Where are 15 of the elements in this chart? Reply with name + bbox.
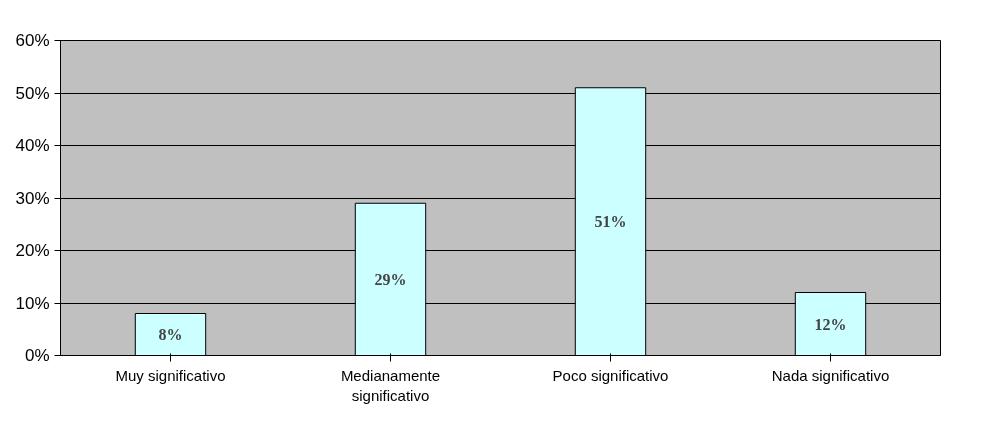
y-tick-label: 10% [15, 293, 50, 313]
y-tick-label: 60% [15, 31, 50, 50]
y-tick-label: 20% [15, 241, 50, 260]
x-tick-label: Poco significativo [552, 366, 669, 384]
y-tick-label: 50% [15, 83, 50, 103]
data-label: 29% [374, 270, 407, 288]
x-tick-label: Muy significativo [115, 366, 226, 384]
x-tick-label: Medianamente significativo [340, 366, 441, 404]
data-label: 12% [814, 315, 847, 333]
y-tick-label: 0% [24, 346, 50, 365]
data-label: 51% [594, 213, 627, 231]
data-label: 8% [158, 326, 183, 343]
y-tick-label: 40% [15, 136, 50, 155]
y-tick-label: 30% [15, 188, 50, 208]
x-tick-label: Nada significativo [771, 366, 890, 384]
